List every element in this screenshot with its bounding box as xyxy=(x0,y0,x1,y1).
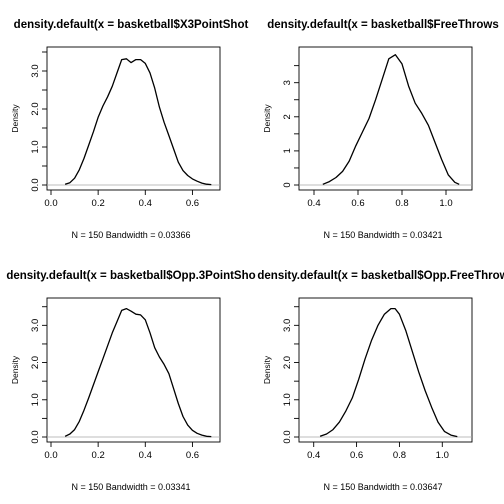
y-tick-label: 1 xyxy=(282,148,293,153)
y-tick-label: 0.0 xyxy=(282,430,293,443)
x-tick-label: 1.0 xyxy=(439,198,452,209)
x-tick-label: 0.6 xyxy=(186,450,199,461)
y-tick-label: 3.0 xyxy=(282,319,293,332)
x-tick-label: 0.4 xyxy=(139,198,152,209)
y-axis-label: Density xyxy=(262,104,272,133)
y-tick-label: 2.0 xyxy=(30,356,41,369)
y-tick-label: 3.0 xyxy=(30,64,41,77)
x-axis-label: N = 150 Bandwidth = 0.03341 xyxy=(71,482,190,492)
density-curve xyxy=(322,54,460,185)
density-panel-4: density.default(x = basketball$Opp.FreeT… xyxy=(257,270,504,492)
plot-frame xyxy=(46,46,221,191)
density-curve xyxy=(319,307,458,438)
density-panel-2: density.default(x = basketball$FreeThrow… xyxy=(262,19,499,240)
x-tick-label: 0.6 xyxy=(186,198,199,209)
panel-title: density.default(x = basketball$Opp.FreeT… xyxy=(257,270,504,282)
x-tick-label: 0.8 xyxy=(393,450,406,461)
x-axis-label: N = 150 Bandwidth = 0.03366 xyxy=(71,230,190,240)
x-tick-label: 0.8 xyxy=(395,198,408,209)
y-tick-label: 0.0 xyxy=(30,430,41,443)
x-tick-label: 0.0 xyxy=(44,450,57,461)
y-tick-label: 2 xyxy=(282,114,293,119)
x-tick-label: 0.2 xyxy=(92,198,105,209)
y-axis-label: Density xyxy=(10,104,20,133)
x-tick-label: 0.4 xyxy=(139,450,152,461)
y-axis-label: Density xyxy=(262,355,272,384)
x-axis-label: N = 150 Bandwidth = 0.03647 xyxy=(323,482,442,492)
x-tick-label: 0.4 xyxy=(307,198,320,209)
x-tick-label: 0.2 xyxy=(92,450,105,461)
density-curve xyxy=(64,58,212,186)
x-tick-label: 0.6 xyxy=(351,198,364,209)
y-tick-label: 1.0 xyxy=(30,140,41,153)
density-curve xyxy=(64,307,212,438)
y-tick-label: 1.0 xyxy=(30,393,41,406)
y-tick-label: 1.0 xyxy=(282,393,293,406)
x-tick-label: 0.4 xyxy=(307,450,320,461)
plot-frame xyxy=(298,46,473,191)
y-tick-label: 3.0 xyxy=(30,319,41,332)
x-tick-label: 0.6 xyxy=(350,450,363,461)
y-tick-label: 2.0 xyxy=(282,356,293,369)
panel-title: density.default(x = basketball$X3PointSh… xyxy=(14,19,249,31)
y-tick-label: 3 xyxy=(282,80,293,85)
panel-title: density.default(x = basketball$FreeThrow… xyxy=(267,19,498,31)
y-tick-label: 0 xyxy=(282,182,293,187)
density-panel-3: density.default(x = basketball$Opp.3Poin… xyxy=(6,270,255,492)
x-axis-label: N = 150 Bandwidth = 0.03421 xyxy=(323,230,442,240)
x-tick-label: 1.0 xyxy=(436,450,449,461)
y-tick-label: 2.0 xyxy=(30,102,41,115)
plot-frame xyxy=(298,297,473,443)
x-tick-label: 0.0 xyxy=(44,198,57,209)
y-axis-label: Density xyxy=(10,355,20,384)
plot-frame xyxy=(46,297,221,443)
density-panel-1: density.default(x = basketball$X3PointSh… xyxy=(10,19,248,240)
y-tick-label: 0.0 xyxy=(30,178,41,191)
panel-title: density.default(x = basketball$Opp.3Poin… xyxy=(6,270,255,282)
